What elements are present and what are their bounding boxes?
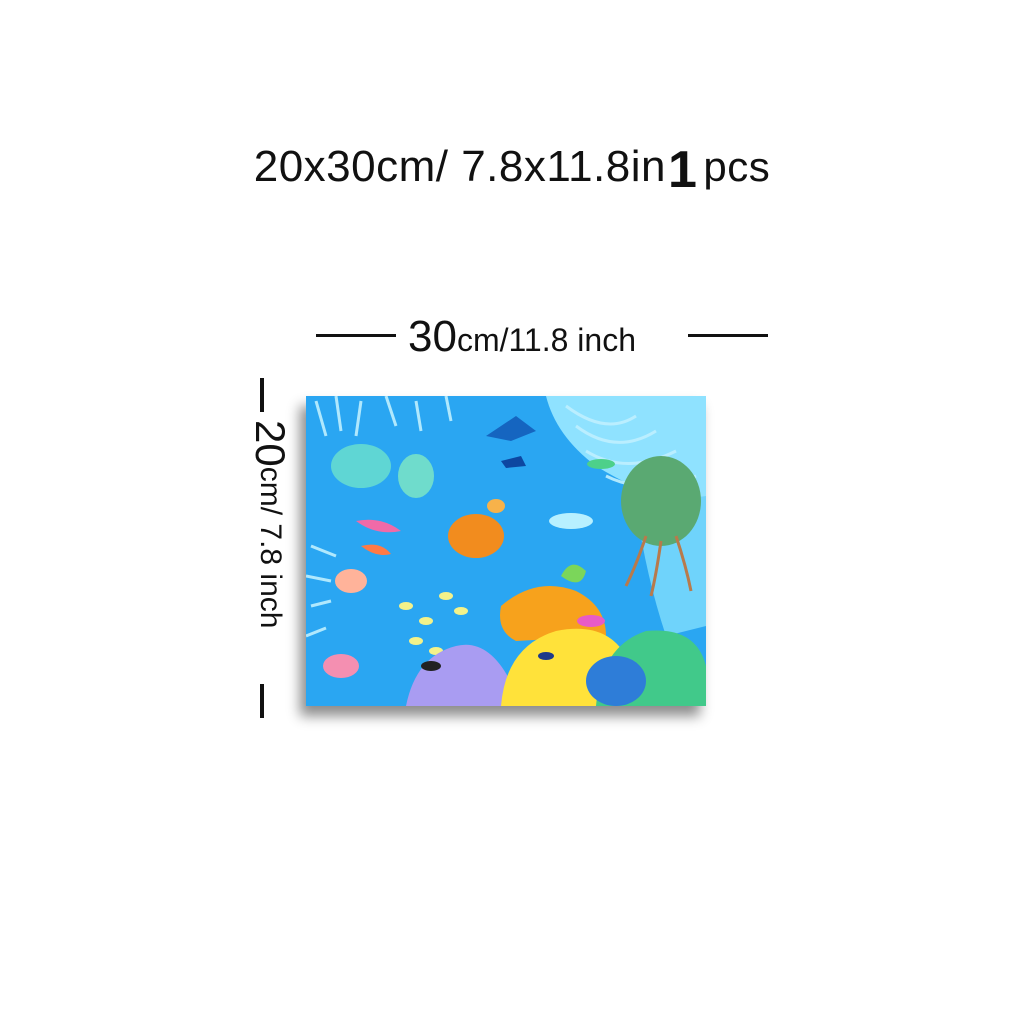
width-dimension-number: 30 <box>408 312 457 361</box>
mangrove-foliage <box>621 456 701 546</box>
height-dimension-rest: cm/ 7.8 inch <box>254 466 287 629</box>
blue-fish-small <box>538 652 554 660</box>
headline-count-unit: pcs <box>703 143 771 190</box>
striped-fish <box>421 661 441 671</box>
width-dimension: 30cm/11.8 inch <box>316 312 768 362</box>
coral-green-small <box>561 564 586 583</box>
sea-turtle-shell <box>448 514 504 558</box>
height-dimension-number: 20 <box>247 420 294 467</box>
width-dimension-label: 30cm/11.8 inch <box>408 312 636 362</box>
height-dimension-tick-bottom <box>260 684 264 718</box>
fish-school <box>399 592 468 655</box>
headline: 20x30cm/ 7.8x11.8in1 pcs <box>0 138 1024 196</box>
height-dimension: 20cm/ 7.8 inch <box>244 378 294 718</box>
width-dimension-rest: cm/11.8 inch <box>456 322 636 358</box>
manta-ray <box>486 416 536 441</box>
manatee-large <box>331 444 391 488</box>
height-dimension-label: 20cm/ 7.8 inch <box>246 420 294 628</box>
jellyfish <box>335 569 367 593</box>
manatee-small <box>398 454 434 498</box>
coral-orange <box>500 586 606 641</box>
headline-count-number: 1 <box>668 141 698 199</box>
reef-painting <box>306 396 706 706</box>
small-fish-blue <box>501 456 526 468</box>
orange-fish <box>361 544 391 555</box>
height-dimension-tick-top <box>260 378 264 412</box>
pink-fish <box>577 615 605 627</box>
mangrove-roots <box>624 535 693 597</box>
coral-blue-round <box>586 656 646 706</box>
brush-strokes <box>306 396 697 638</box>
canvas-print <box>306 396 706 706</box>
dolphin <box>549 513 593 529</box>
sea-turtle-head <box>487 499 505 513</box>
pink-shrimp <box>356 519 401 533</box>
width-dimension-line-right <box>688 334 768 337</box>
headline-size-text: 20x30cm/ 7.8x11.8in <box>253 142 666 191</box>
width-dimension-line-left <box>316 334 396 337</box>
crab <box>323 654 359 678</box>
green-fish <box>587 459 615 469</box>
coral-purple <box>406 644 521 706</box>
